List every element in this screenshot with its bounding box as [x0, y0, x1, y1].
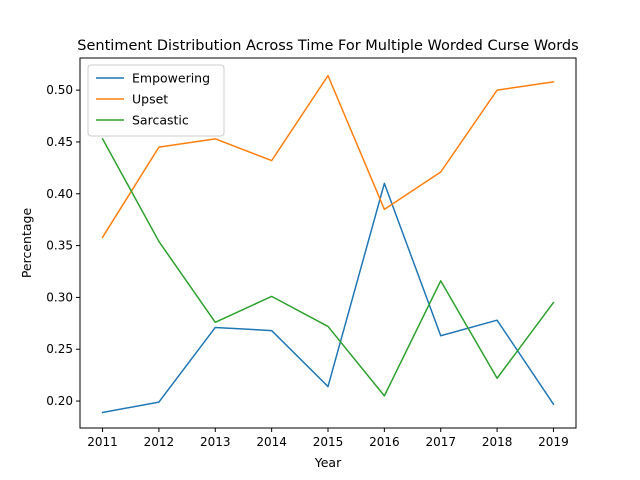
x-tick-label: 2017 — [425, 435, 456, 449]
x-tick-label: 2016 — [369, 435, 400, 449]
series-line-upset — [101, 74, 555, 239]
x-tick-label: 2019 — [538, 435, 569, 449]
x-tick-label: 2013 — [200, 435, 231, 449]
x-tick-label: 2018 — [482, 435, 513, 449]
chart-title: Sentiment Distribution Across Time For M… — [77, 38, 578, 54]
x-tick-label: 2015 — [313, 435, 344, 449]
y-tick-label: 0.35 — [46, 239, 73, 253]
x-tick-label: 2014 — [256, 435, 287, 449]
y-tick-label: 0.50 — [46, 83, 73, 97]
legend-label-upset: Upset — [132, 92, 168, 107]
series-line-sarcastic — [101, 137, 555, 397]
legend: Empowering Upset Sarcastic — [87, 64, 225, 137]
y-tick-label: 0.45 — [46, 135, 73, 149]
y-axis: 0.20 0.25 0.30 0.35 0.40 0.45 0.50 — [46, 83, 80, 408]
x-tick-label: 2011 — [87, 435, 118, 449]
y-tick-label: 0.20 — [46, 394, 73, 408]
y-tick-label: 0.25 — [46, 342, 73, 356]
y-tick-label: 0.30 — [46, 290, 73, 304]
legend-label-sarcastic: Sarcastic — [132, 113, 189, 128]
x-axis-label: Year — [314, 455, 342, 470]
x-tick-label: 2012 — [144, 435, 175, 449]
x-axis: 2011 2012 2013 2014 2015 2016 2017 2018 2019 — [87, 428, 569, 449]
series-layer — [101, 74, 555, 414]
y-axis-label: Percentage — [19, 208, 34, 279]
legend-label-empowering: Empowering — [132, 71, 210, 86]
legend-box — [87, 64, 225, 137]
y-tick-label: 0.40 — [46, 187, 73, 201]
series-line-empowering — [101, 182, 555, 414]
